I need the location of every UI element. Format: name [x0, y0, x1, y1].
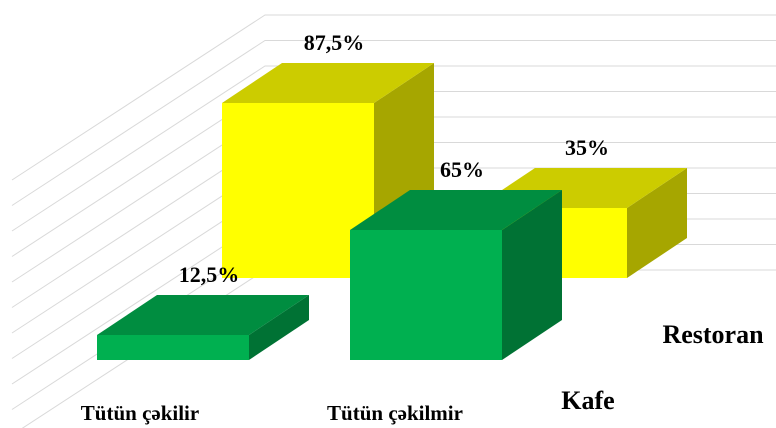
data-label: 65%: [440, 157, 484, 182]
data-label: 12,5%: [179, 262, 240, 287]
grid-line: [11, 65, 776, 232]
series-label: Kafe: [561, 386, 614, 415]
bar: [350, 230, 502, 360]
grid-line: [11, 14, 776, 181]
bar-top: [222, 63, 434, 103]
series-label: Restoran: [662, 320, 764, 349]
data-label: 87,5%: [304, 30, 365, 55]
bar-top: [97, 295, 309, 335]
bar-side: [627, 168, 687, 278]
bar-top: [350, 190, 562, 230]
bar: [97, 335, 249, 360]
bar: [222, 103, 374, 278]
category-label: Tütün çəkilmir: [327, 401, 463, 425]
bar-side: [502, 190, 562, 360]
data-label: 35%: [565, 135, 609, 160]
category-label: Tütün çəkilir: [81, 401, 199, 425]
bar-side: [249, 295, 309, 360]
grid-line: [11, 40, 776, 206]
